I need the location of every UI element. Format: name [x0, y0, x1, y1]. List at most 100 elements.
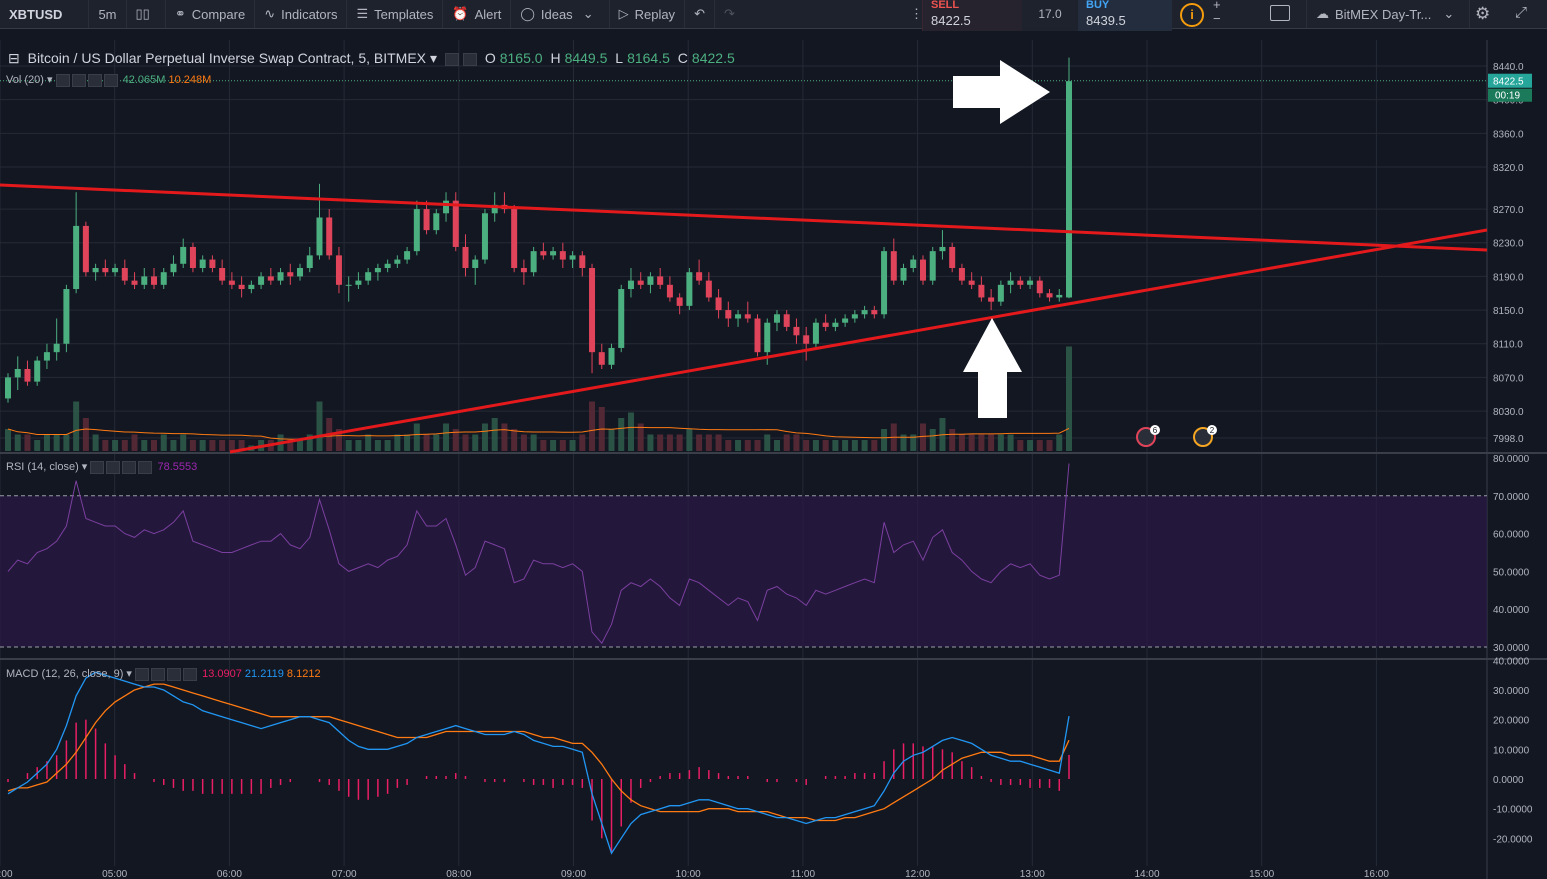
price-chart[interactable]: 04:00 05:00 06:00 07:00 08:00 09:00 10:00 11:00…	[0, 30, 1547, 879]
fullscreen-panel-icon[interactable]	[1270, 5, 1290, 21]
volume-bar	[452, 429, 459, 451]
candle	[1046, 289, 1053, 302]
alarm-clock-icon: ⏰	[452, 6, 469, 21]
candle	[978, 276, 985, 302]
templates-button[interactable]: ☰ Templates	[347, 0, 444, 28]
candle-body	[82, 225, 89, 273]
macd-tick-label: 40.0000	[1493, 656, 1530, 667]
candle	[822, 314, 829, 332]
close-icon[interactable]	[183, 667, 198, 681]
price-tick-label: 8360.0	[1493, 129, 1524, 140]
undo-button[interactable]: ↶	[685, 0, 715, 28]
candle	[569, 251, 576, 268]
candle-body	[725, 310, 732, 319]
indicators-button[interactable]: ∿ Indicators	[255, 0, 348, 28]
rsi-label: RSI (14, close)	[6, 461, 79, 473]
volume-bar	[92, 434, 99, 451]
sell-price: 8422.5	[931, 13, 971, 28]
interval-button[interactable]: 5m	[89, 0, 127, 28]
volume-bar	[189, 440, 196, 451]
gear-icon[interactable]: ⚙	[1475, 4, 1491, 23]
candle	[812, 318, 819, 348]
volume-bar	[73, 401, 80, 451]
sell-button[interactable]: SELL 8422.5	[922, 0, 1023, 31]
info-icon[interactable]: i	[1180, 3, 1204, 27]
candle	[180, 238, 187, 268]
volume-bar	[589, 401, 596, 451]
eye-icon[interactable]	[444, 52, 459, 66]
close-icon[interactable]	[138, 460, 153, 474]
chart-style-button[interactable]: ▯▯	[127, 0, 166, 28]
eye-icon[interactable]	[55, 73, 70, 87]
time-tick-label: 08:00	[446, 869, 471, 879]
rsi-legend: RSI (14, close) ▾ 78.5553	[6, 460, 198, 474]
settings-icon[interactable]	[71, 73, 86, 87]
quantity-stepper[interactable]: + −	[1213, 0, 1221, 26]
add-icon[interactable]	[122, 460, 137, 474]
add-icon[interactable]	[87, 73, 102, 87]
eye-icon[interactable]	[135, 667, 150, 681]
candle	[433, 209, 440, 235]
candle	[910, 255, 917, 273]
volume-bar	[871, 440, 878, 451]
volume-bar	[170, 440, 177, 451]
volume-bar	[812, 440, 819, 451]
volume-bar	[608, 429, 615, 451]
candle-body	[705, 280, 712, 298]
candle	[842, 314, 849, 327]
chevron-down-icon: ⌄	[1443, 6, 1455, 21]
volume-bar	[861, 440, 868, 451]
candle	[394, 255, 401, 268]
settings-icon[interactable]	[106, 460, 121, 474]
volume-bar	[754, 440, 761, 451]
candle	[550, 246, 557, 260]
expand-icon[interactable]: ⤢	[1515, 4, 1528, 21]
candle-body	[890, 251, 897, 281]
volume-ma-line	[7, 426, 1070, 440]
buy-button[interactable]: BUY 8439.5	[1078, 0, 1172, 31]
candle	[559, 242, 566, 268]
event-badge	[1150, 425, 1160, 435]
price-tick-label: 7998.0	[1493, 434, 1524, 445]
candle	[773, 310, 780, 332]
compare-button[interactable]: ⚭ Compare	[166, 0, 256, 28]
chevron-down-icon[interactable]: ▾	[430, 50, 438, 66]
alert-button[interactable]: ⏰ Alert	[443, 0, 512, 28]
candle-body	[277, 272, 284, 281]
candle	[715, 289, 722, 319]
candle	[696, 259, 703, 285]
volume-bar	[988, 434, 995, 451]
macd-signal-value: 21.2119	[244, 668, 284, 680]
symbol-search[interactable]: XBTUSD	[0, 0, 90, 28]
drag-handle-icon[interactable]: ⋮	[910, 6, 923, 21]
ideas-button[interactable]: ◯ Ideas ⌄	[511, 0, 610, 28]
collapse-icon[interactable]: ⊟	[8, 50, 20, 66]
layout-selector[interactable]: ☁ BitMEX Day-Tr... ⌄	[1306, 0, 1471, 28]
candle-body	[297, 267, 304, 277]
candle-body	[520, 267, 527, 273]
replay-button[interactable]: ▷ Replay	[610, 0, 686, 28]
macd-tick-label: 30.0000	[1493, 686, 1530, 697]
volume-bar	[881, 429, 888, 451]
rsi-band	[0, 495, 1487, 647]
volume-bar	[491, 418, 498, 451]
redo-button[interactable]: ↷	[715, 0, 744, 28]
candle	[452, 192, 459, 252]
candle	[881, 246, 888, 319]
volume-legend: Vol (20) ▾ 42.065M 10.248M	[6, 73, 212, 87]
close-icon[interactable]	[103, 73, 118, 87]
volume-bar	[1056, 434, 1063, 451]
replay-icon: ▷	[618, 6, 629, 21]
settings-icon[interactable]	[462, 52, 477, 66]
candle-body	[861, 310, 868, 315]
add-icon[interactable]	[167, 667, 182, 681]
eye-icon[interactable]	[90, 460, 105, 474]
volume-bar	[1036, 440, 1043, 451]
countdown-badge	[1488, 88, 1532, 102]
candle	[24, 360, 31, 386]
candle	[1017, 276, 1024, 290]
settings-icon[interactable]	[151, 667, 166, 681]
event-count: 6	[1153, 426, 1158, 435]
candle	[121, 259, 128, 285]
price-tick-label: 8030.0	[1493, 407, 1524, 418]
